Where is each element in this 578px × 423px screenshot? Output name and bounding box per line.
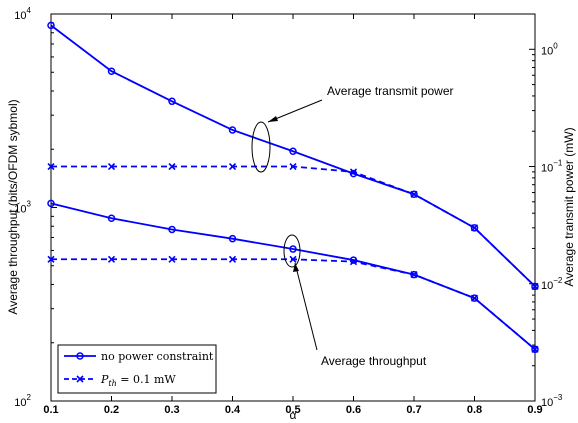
y2-tick-label-exponent: −3 bbox=[553, 393, 563, 402]
series-pth-transmit-power-point bbox=[168, 162, 176, 171]
series-no-power-transmit-power-point bbox=[410, 190, 418, 199]
annotation-throughput-text: Average throughput bbox=[321, 354, 427, 368]
y-tick-label-base: 10 bbox=[14, 204, 26, 216]
x-tick-label: 0.7 bbox=[406, 404, 421, 416]
y2-tick-label: 10−3 bbox=[541, 393, 563, 409]
x-tick-label: 0.4 bbox=[225, 404, 241, 416]
legend-label-pth-symbol: P bbox=[100, 373, 109, 386]
series-pth-transmit-power-point bbox=[47, 162, 55, 171]
annotation-throughput-ellipse bbox=[283, 234, 301, 268]
y-tick-label-exponent: 4 bbox=[27, 6, 32, 15]
series-no-power-throughput-point bbox=[47, 199, 55, 208]
series-pth-throughput-point bbox=[531, 345, 539, 353]
legend-label-pth-rest: = 0.1 mW bbox=[117, 373, 177, 386]
y2-tick-label: 10−2 bbox=[541, 276, 563, 292]
annotation-power-arrowhead bbox=[268, 116, 278, 122]
x-tick-label: 0.1 bbox=[43, 404, 58, 416]
y2-tick-label: 10−1 bbox=[541, 159, 563, 175]
series-no-power-transmit-power-point bbox=[289, 147, 297, 155]
series-no-power-throughput-point bbox=[349, 256, 358, 264]
axis-ticks bbox=[50, 13, 536, 402]
x-axis-label: α bbox=[290, 408, 297, 422]
annotation-power-ellipse bbox=[251, 121, 271, 173]
x-tick-label: 0.3 bbox=[164, 404, 179, 416]
y-axis-label: Average throughput (bits/OFDM sybmol) bbox=[6, 99, 20, 314]
legend-marker-pth bbox=[76, 375, 84, 383]
y2-tick-label-exponent: −2 bbox=[553, 276, 563, 285]
y-tick-label-base: 10 bbox=[14, 397, 26, 409]
series-no-power-throughput-point bbox=[289, 245, 297, 253]
annotation-power-arrow bbox=[267, 99, 323, 123]
x-tick-label: 0.6 bbox=[346, 404, 361, 416]
series-no-power-transmit-power-point bbox=[168, 97, 176, 106]
legend: no power constraint Pth = 0.1 mW bbox=[57, 344, 217, 394]
series-no-power-transmit-power-point bbox=[107, 67, 116, 75]
annotation-throughput: Average throughput bbox=[283, 234, 427, 368]
series-pth-transmit-power-point bbox=[470, 224, 479, 232]
y2-tick-label-base: 10 bbox=[541, 280, 553, 292]
series-no-power-transmit-power-point bbox=[228, 126, 237, 134]
y2-tick-label: 100 bbox=[541, 41, 558, 57]
x-tick-label: 0.2 bbox=[104, 404, 119, 416]
series-no-power-throughput-point bbox=[107, 214, 116, 222]
series-pth-throughput-point bbox=[168, 255, 176, 263]
y2-axis-label: Average transmit power (mW) bbox=[562, 127, 576, 286]
series-layer bbox=[47, 21, 539, 354]
y2-tick-label-exponent: 0 bbox=[553, 41, 558, 50]
series-pth-transmit-power-point bbox=[531, 282, 539, 290]
y-tick-label-base: 10 bbox=[14, 10, 26, 22]
series-no-power-throughput-point bbox=[228, 234, 237, 243]
series-no-power-throughput-point bbox=[531, 345, 539, 354]
y-tick-label: 104 bbox=[14, 6, 31, 22]
series-pth-transmit-power-point bbox=[349, 168, 358, 176]
series-no-power-transmit-power-point bbox=[470, 224, 479, 232]
series-no-power-transmit-power-point bbox=[349, 169, 358, 178]
series-no-power-throughput-point bbox=[470, 294, 479, 302]
series-pth-throughput-point bbox=[289, 255, 297, 263]
series-pth-transmit-power-point bbox=[289, 162, 297, 171]
x-tick-label: 0.5 bbox=[285, 404, 300, 416]
annotation-power-text: Average transmit power bbox=[327, 84, 454, 98]
y-tick-label-exponent: 2 bbox=[27, 393, 32, 402]
series-pth-throughput-point bbox=[410, 271, 418, 279]
series-no-power-transmit-power-point bbox=[531, 282, 539, 291]
x-tick-labels: 0.1 0.2 0.3 0.4 0.5 0.6 0.7 0.8 0.9 bbox=[43, 404, 542, 416]
legend-label-no-power-constraint: no power constraint bbox=[101, 350, 214, 363]
series-no-power-throughput-point bbox=[168, 225, 176, 234]
y2-tick-label-base: 10 bbox=[541, 397, 553, 409]
series-pth-transmit-power-point bbox=[410, 190, 418, 198]
series-no-power-throughput-line bbox=[50, 202, 536, 350]
annotation-throughput-arrow bbox=[294, 262, 318, 351]
series-pth-throughput-point bbox=[470, 294, 479, 302]
series-pth-transmit-power-point bbox=[228, 162, 237, 171]
legend-marker-no-power-constraint bbox=[76, 352, 84, 360]
series-pth-throughput-point bbox=[107, 255, 116, 263]
series-pth-throughput-point bbox=[349, 258, 358, 266]
y2-tick-label-base: 10 bbox=[541, 163, 553, 175]
plot-area bbox=[50, 13, 536, 402]
x-tick-label: 0.8 bbox=[467, 404, 482, 416]
legend-label-pth: Pth = 0.1 mW bbox=[100, 373, 176, 388]
y2-tick-label-exponent: −1 bbox=[553, 159, 563, 168]
annotation-throughput-arrowhead bbox=[293, 263, 299, 272]
y2-tick-label-base: 10 bbox=[541, 45, 553, 57]
legend-box bbox=[57, 344, 217, 394]
series-pth-throughput-point bbox=[228, 255, 237, 263]
y-tick-label: 102 bbox=[14, 393, 31, 409]
y-tick-label: 103 bbox=[14, 200, 31, 216]
series-pth-transmit-power-point bbox=[107, 162, 116, 171]
series-no-power-transmit-power-point bbox=[47, 21, 55, 30]
legend-label-pth-subscript: th bbox=[108, 379, 116, 388]
series-pth-throughput-point bbox=[47, 255, 55, 263]
annotation-power: Average transmit power bbox=[251, 84, 454, 173]
y-tick-label-exponent: 3 bbox=[27, 200, 32, 209]
x-tick-label: 0.9 bbox=[527, 404, 542, 416]
